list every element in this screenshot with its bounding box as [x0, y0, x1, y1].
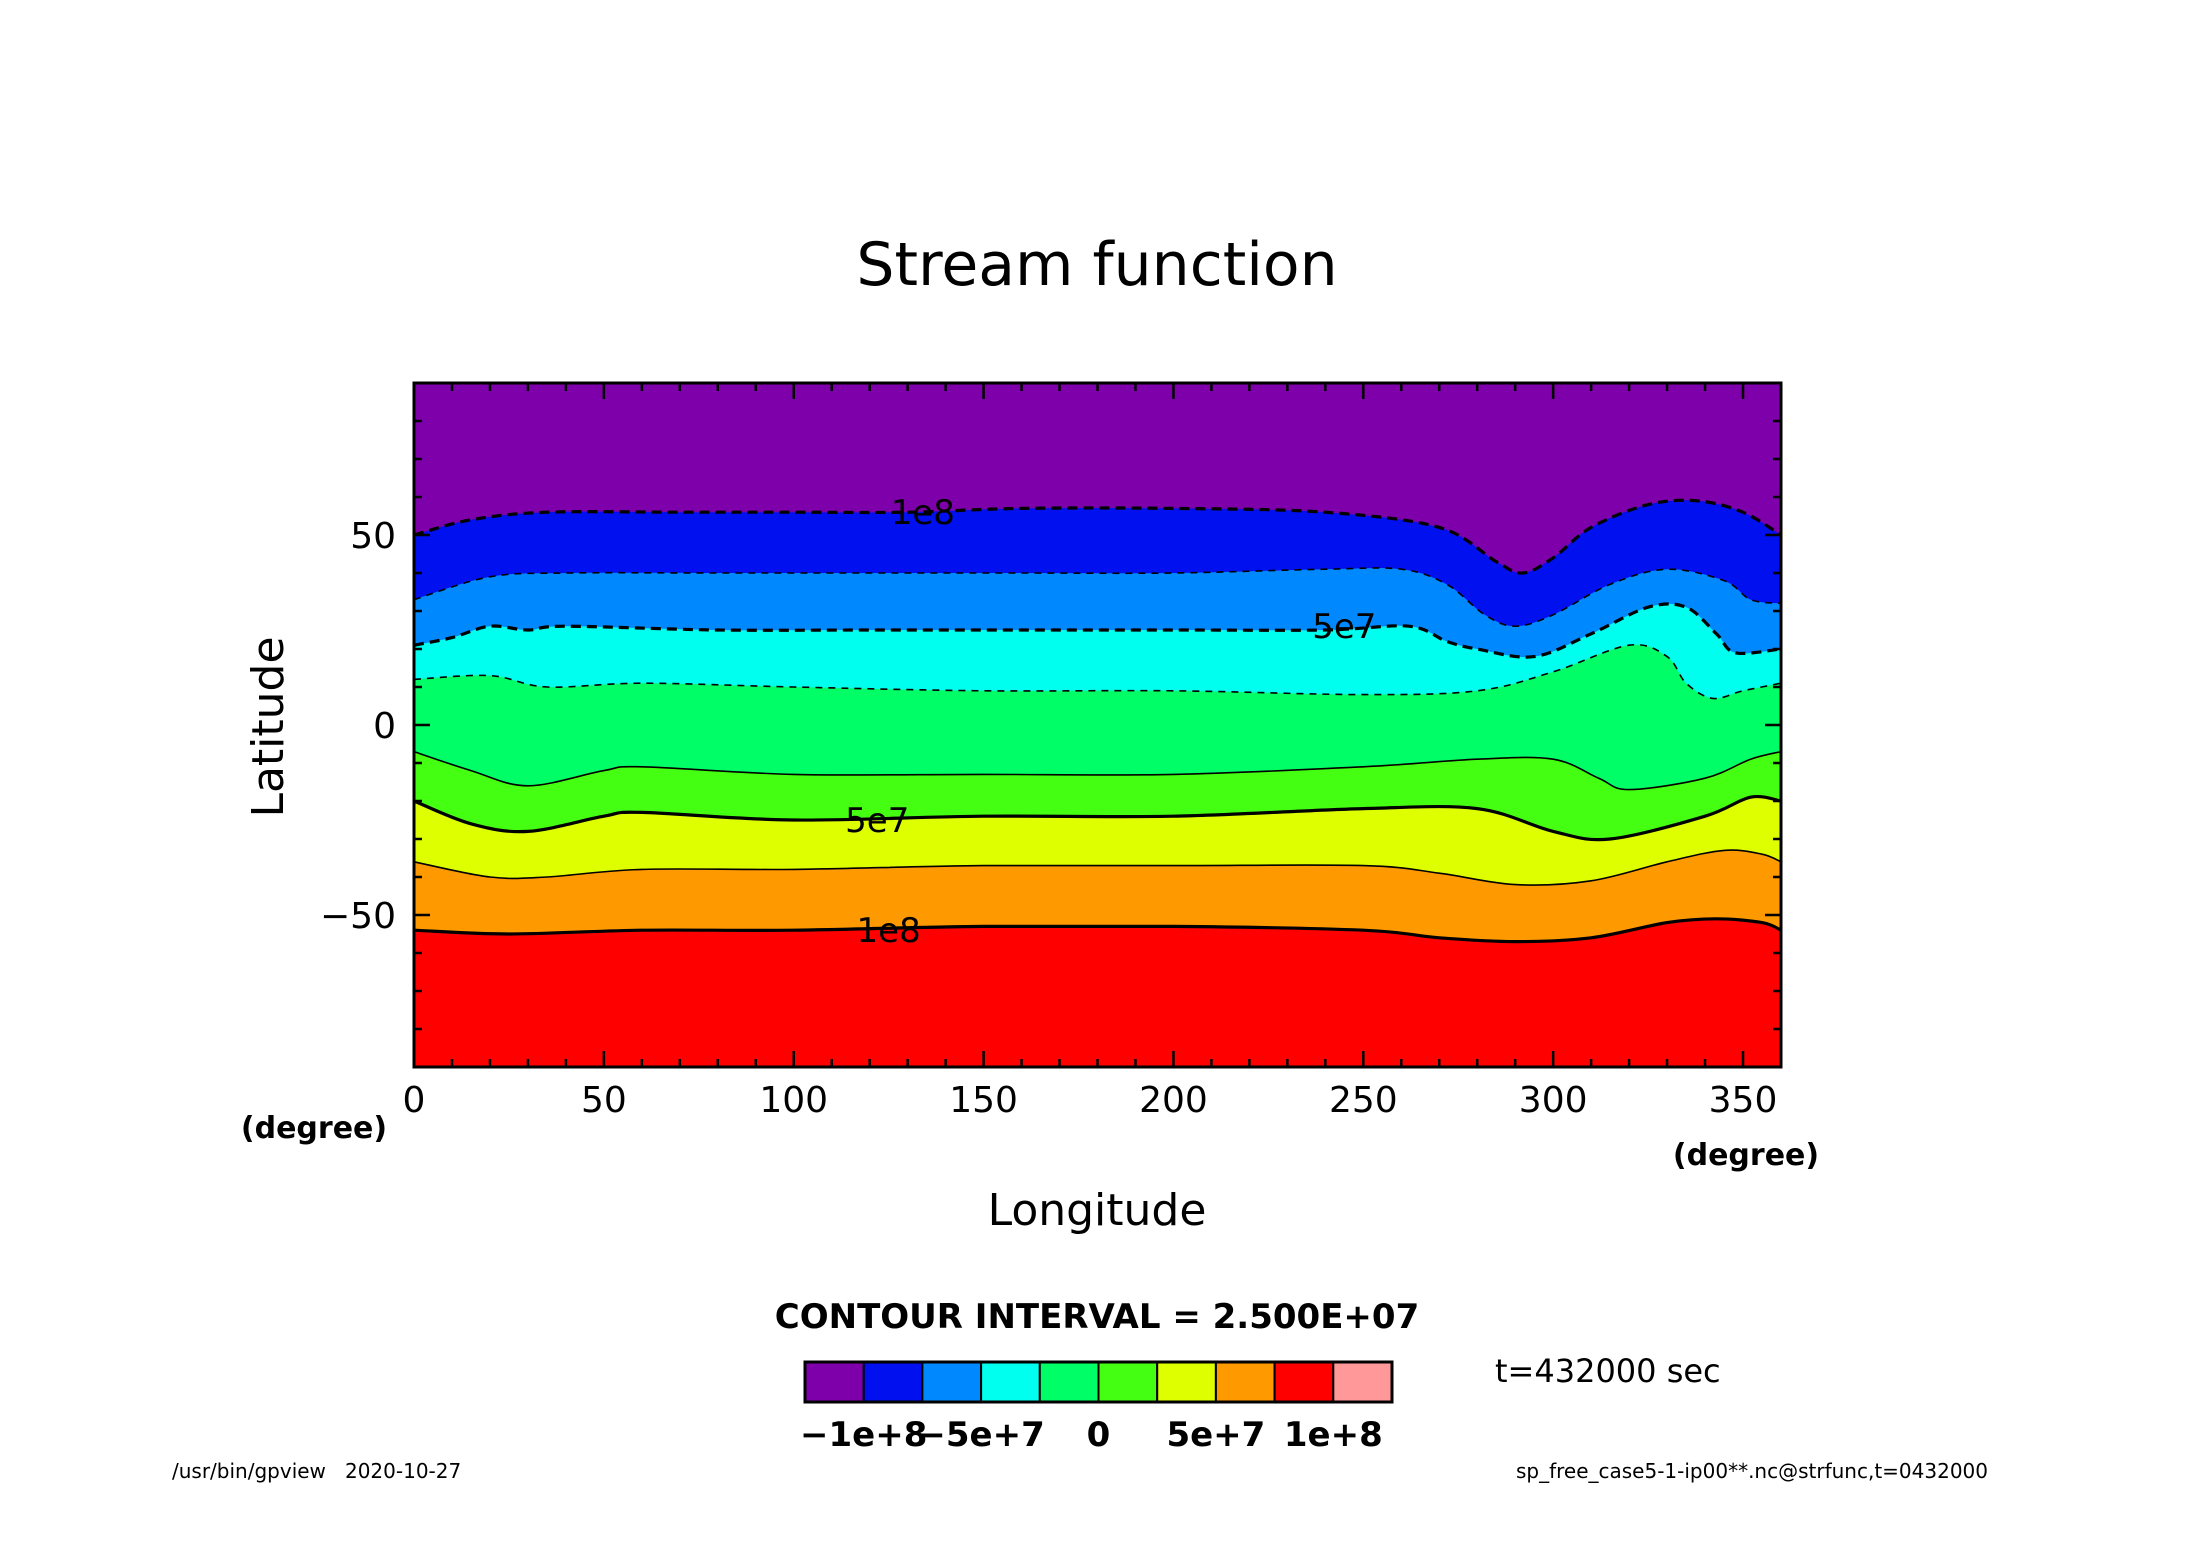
contour-line-6 — [413, 849, 1782, 886]
y-tick-labels: 50 0 −50 — [320, 516, 396, 937]
colorbar-labels: −1e+8−5e+7 0 5e+7 1e+8 — [800, 1415, 1383, 1455]
contour-interval-label: CONTOUR INTERVAL = 2.500E+07 — [775, 1297, 1419, 1337]
chart-title: Stream function — [856, 230, 1337, 300]
colorbar-swatch-7 — [1214, 1361, 1276, 1403]
contour-line-7 — [413, 917, 1782, 944]
colorbar-swatch-8 — [1273, 1361, 1335, 1403]
time-label: t=432000 sec — [1495, 1352, 1721, 1390]
y-tick-label: 0 — [373, 706, 396, 747]
colorbar-swatch-1 — [862, 1361, 924, 1403]
colorbar-label: 1e+8 — [1284, 1415, 1383, 1455]
x-tick-labels: 0 50 100 150 200 250 300 350 — [403, 1080, 1778, 1121]
y-tick-label: 50 — [350, 516, 396, 557]
x-tick-label: 250 — [1329, 1080, 1398, 1121]
colorbar-label: −1e+8 — [800, 1415, 927, 1455]
contour-band-0 — [414, 383, 1781, 574]
colorbar-label: 0 — [1087, 1415, 1111, 1455]
contour-line-4 — [413, 750, 1782, 791]
colorbar-swatch-5 — [1097, 1361, 1159, 1403]
colorbar-swatch-6 — [1156, 1361, 1217, 1403]
x-tick-label: 350 — [1709, 1080, 1778, 1121]
x-unit-label-right: (degree) — [1673, 1138, 1819, 1173]
x-tick-label: 100 — [759, 1080, 828, 1121]
y-axis-label: Latitude — [243, 636, 294, 817]
contour-label-2: 5e7 — [845, 801, 909, 841]
x-tick-label: 300 — [1519, 1080, 1588, 1121]
contour-label-1: 5e7 — [1312, 607, 1376, 647]
colorbar-swatch-0 — [804, 1361, 865, 1403]
footer-left-text: /usr/bin/gpview 2020-10-27 — [172, 1459, 461, 1483]
colorbar-label: −5e+7 — [917, 1415, 1044, 1455]
x-axis-label: Longitude — [988, 1185, 1207, 1236]
colorbar-frame — [803, 1360, 1394, 1404]
contour-label-0: 1e8 — [891, 493, 955, 533]
contour-line-0 — [413, 498, 1782, 575]
colorbar — [803, 1360, 1394, 1404]
contour-label-3: 1e8 — [857, 911, 921, 951]
colorbar-swatch-3 — [980, 1361, 1041, 1403]
x-tick-label: 50 — [581, 1080, 627, 1121]
contour-line-5 — [413, 795, 1782, 842]
colorbar-swatch-2 — [921, 1361, 983, 1403]
y-tick-label: −50 — [320, 896, 396, 937]
colorbar-swatch-4 — [1038, 1361, 1100, 1403]
colorbar-label: 5e+7 — [1166, 1415, 1265, 1455]
x-tick-label: 150 — [949, 1080, 1018, 1121]
contour-fill-layer — [414, 383, 1781, 1067]
x-tick-label: 0 — [403, 1080, 426, 1121]
axis-ticks — [412, 381, 1783, 1069]
footer-right-text: sp_free_case5-1-ip00**.nc@strfunc,t=0432… — [1516, 1459, 1988, 1483]
x-tick-label: 200 — [1139, 1080, 1208, 1121]
contour-line-layer — [413, 498, 1782, 944]
colorbar-swatch-9 — [1332, 1361, 1394, 1403]
contour-label-layer: 1e8 5e7 5e7 1e8 — [845, 493, 1376, 951]
x-unit-label-left: (degree) — [241, 1111, 387, 1146]
contour-line-2 — [413, 602, 1782, 659]
contour-line-3 — [413, 643, 1782, 700]
